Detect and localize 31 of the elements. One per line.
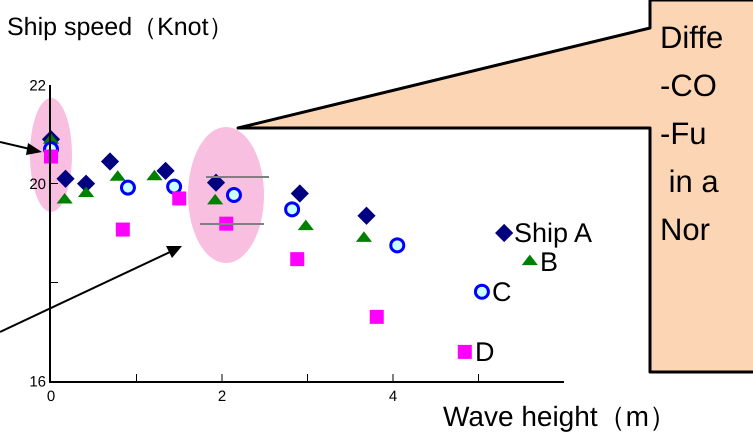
text: Diffe -CO -Fu in a Nor — [660, 19, 724, 249]
point — [206, 174, 226, 192]
x-tick-label: 2 — [218, 388, 226, 405]
point — [474, 284, 490, 300]
point — [156, 162, 175, 180]
y-tick-label: 20 — [29, 176, 46, 193]
point — [100, 152, 120, 171]
series-label: D — [475, 337, 494, 367]
point — [120, 180, 136, 196]
point — [370, 310, 384, 324]
point — [357, 206, 376, 225]
point — [166, 178, 182, 195]
series-label: Ship A — [514, 218, 592, 248]
series-label: C — [492, 277, 512, 307]
series-label: B — [540, 247, 558, 277]
point — [290, 184, 309, 203]
y-tick-label: 16 — [29, 373, 46, 390]
x-tick-label: 4 — [388, 388, 398, 405]
point — [226, 187, 242, 204]
x-tick-label: 0 — [46, 388, 56, 405]
point — [284, 201, 300, 218]
point — [116, 222, 130, 237]
point — [458, 344, 472, 359]
x-axis-title: Wave height（m） — [443, 401, 677, 432]
point — [172, 191, 186, 206]
point — [389, 237, 406, 254]
point — [56, 170, 75, 188]
y-tick-label: 22 — [29, 77, 46, 94]
y-axis-title: Ship speed（Knot） — [7, 13, 234, 41]
point — [290, 252, 304, 266]
point — [495, 224, 514, 242]
